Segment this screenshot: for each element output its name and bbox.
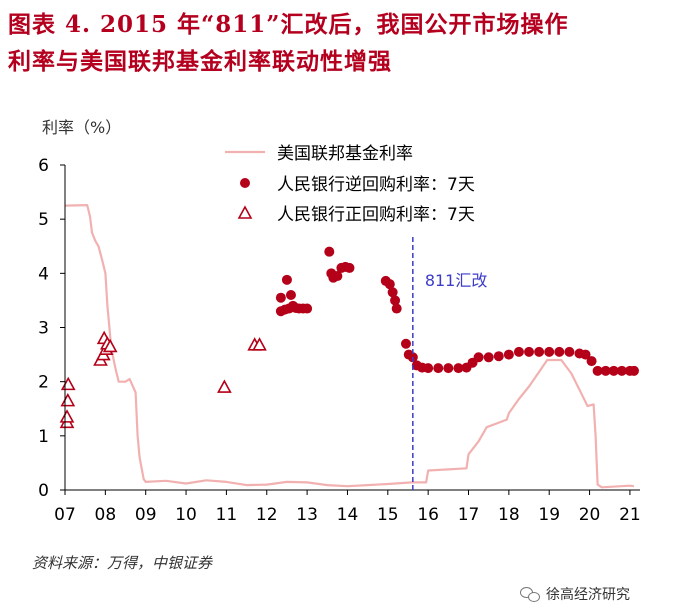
reverse-repo-point — [390, 295, 401, 306]
x-tick-label: 17 — [458, 505, 480, 525]
reverse-repo-point — [433, 363, 444, 374]
reverse-repo-point — [281, 274, 292, 285]
repo-point — [252, 337, 267, 351]
chart-title-line-2: 利率与美国联邦基金利率联动性增强 — [8, 48, 392, 75]
reverse-repo-point — [423, 363, 434, 374]
reverse-repo-point — [443, 363, 454, 374]
reverse-repo-point — [580, 349, 591, 360]
x-tick-label: 11 — [216, 505, 238, 525]
fed-funds-line — [64, 204, 635, 489]
y-tick-label: 1 — [38, 427, 49, 447]
x-tick-label: 12 — [256, 505, 278, 525]
reverse-repo-point — [628, 365, 639, 376]
x-tick-label: 09 — [135, 505, 157, 525]
chart-title-line-1: 图表 4. 2015 年“811”汇改后，我国公开市场操作 — [8, 11, 569, 38]
chart-title: 图表 4. 2015 年“811”汇改后，我国公开市场操作 利率与美国联邦基金利… — [8, 6, 668, 80]
reverse-repo-point — [384, 279, 395, 290]
legend-label: 人民银行逆回购利率：7天 — [277, 175, 475, 195]
legend-swatch-repo — [237, 205, 253, 219]
repo-point — [60, 392, 76, 407]
y-tick-label: 0 — [38, 481, 49, 501]
series-layer — [59, 204, 639, 489]
reverse-repo-point — [592, 365, 603, 376]
annotation-label: 811汇改 — [425, 271, 488, 290]
brand-watermark: 徐高经济研究 — [520, 584, 630, 604]
x-tick-label: 13 — [296, 505, 318, 525]
x-tick-label: 20 — [579, 505, 601, 525]
reverse-repo-point — [616, 365, 627, 376]
x-tick-label: 08 — [95, 505, 117, 525]
y-tick-label: 4 — [38, 264, 49, 284]
reverse-repo-point — [302, 303, 313, 314]
x-tick-label: 18 — [498, 505, 520, 525]
brand-name: 徐高经济研究 — [546, 587, 630, 603]
reverse-repo-point — [483, 352, 494, 363]
reverse-repo-point — [586, 356, 597, 367]
repo-point — [60, 376, 76, 391]
reverse-repo-point — [513, 346, 524, 357]
legend-swatch-reverse-repo — [240, 178, 250, 188]
y-tick-label: 3 — [38, 319, 49, 339]
reverse-repo-point — [544, 346, 555, 357]
repo-point — [59, 409, 75, 423]
source-note: 资料来源：万得，中银证券 — [32, 554, 213, 572]
x-tick-label: 14 — [337, 505, 359, 525]
reverse-repo-point — [524, 346, 535, 357]
x-tick-label: 19 — [538, 505, 560, 525]
y-tick-label: 6 — [38, 156, 49, 176]
reverse-repo-point — [387, 287, 398, 298]
y-axis-label: 利率（%） — [42, 118, 121, 137]
reverse-repo-point — [285, 290, 296, 300]
reverse-repo-point — [554, 346, 565, 357]
reverse-repo-point — [564, 346, 575, 357]
y-tick-label: 2 — [38, 373, 49, 393]
y-tick-label: 5 — [38, 210, 49, 230]
x-tick-label: 15 — [377, 505, 399, 525]
x-tick-label: 10 — [175, 505, 197, 525]
repo-point — [217, 379, 232, 393]
reverse-repo-point — [344, 262, 355, 273]
reverse-repo-point — [391, 303, 402, 314]
reverse-repo-point — [534, 346, 545, 357]
legend-label: 人民银行正回购利率：7天 — [277, 205, 475, 225]
repo-point — [102, 338, 118, 353]
x-tick-label: 16 — [417, 505, 439, 525]
reverse-repo-point — [332, 271, 343, 282]
x-tick-label: 21 — [619, 505, 641, 525]
reverse-repo-point — [453, 363, 464, 374]
reverse-repo-point — [503, 349, 514, 360]
reverse-repo-point — [275, 292, 286, 303]
reverse-repo-point — [600, 365, 611, 376]
wechat-icon — [520, 586, 540, 602]
reverse-repo-point — [608, 365, 619, 376]
legend-label: 美国联邦基金利率 — [277, 144, 413, 164]
reverse-repo-point — [473, 352, 484, 363]
annotation: 811汇改 — [412, 237, 488, 490]
x-tick-label: 07 — [54, 505, 76, 525]
reverse-repo-point — [493, 351, 504, 362]
reverse-repo-point — [400, 338, 411, 349]
reverse-repo-point — [324, 246, 335, 257]
